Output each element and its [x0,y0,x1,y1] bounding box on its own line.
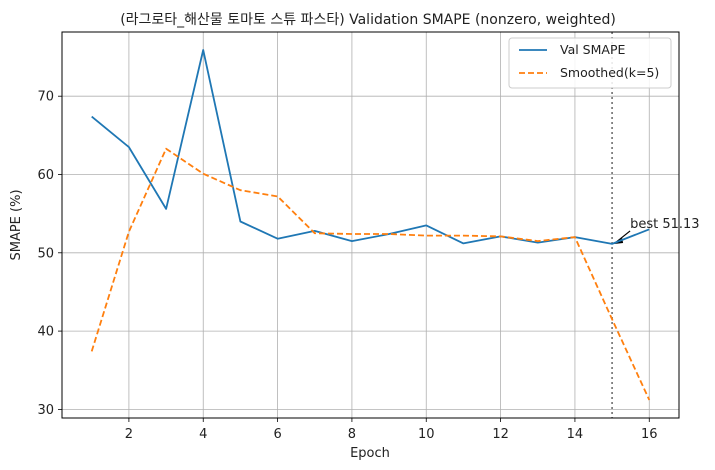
best-annotation-label: best 51.13 [630,217,699,232]
y-axis-title: SMAPE (%) [9,189,24,260]
y-tick-label: 40 [37,325,54,340]
series-lines [90,49,651,401]
x-tick-label: 8 [348,427,356,442]
x-tick-label: 14 [567,427,584,442]
y-tick-label: 60 [37,168,54,183]
legend: Val SMAPE Smoothed(k=5) [508,37,672,89]
y-tick-label: 70 [37,90,54,105]
x-tick-label: 10 [418,427,435,442]
legend-box [508,37,672,89]
y-tick-label: 50 [37,246,54,261]
y-axis-ticks: 30 40 50 60 70 [37,90,62,418]
legend-label-val-smape: Val SMAPE [560,42,625,57]
x-axis-title: Epoch [350,446,390,461]
x-axis-ticks: 2 4 6 8 10 12 14 16 [125,418,658,442]
x-tick-label: 6 [273,427,281,442]
x-tick-label: 12 [492,427,509,442]
x-tick-label: 16 [641,427,658,442]
y-tick-label: 30 [37,403,54,418]
chart-title: (라그로타_해산물 토마토 스튜 파스타) Validation SMAPE (… [120,12,616,28]
legend-label-smoothed: Smoothed(k=5) [560,65,659,80]
plot-background [62,32,679,418]
series-line-smoothed [90,147,651,401]
x-tick-label: 2 [125,427,133,442]
plot-frame [61,31,680,419]
x-tick-label: 4 [199,427,207,442]
